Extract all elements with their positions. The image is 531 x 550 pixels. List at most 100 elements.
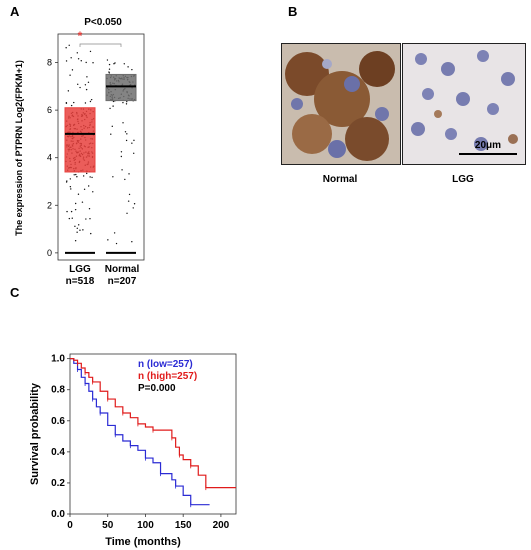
box-point — [74, 225, 76, 228]
box-point — [126, 100, 128, 103]
significance-star: * — [78, 29, 83, 43]
km-plot-frame — [69, 353, 237, 515]
box-point — [133, 203, 136, 205]
km-y-tick-label: 0.2 — [51, 478, 65, 489]
panel-c-label: C — [10, 285, 20, 300]
box-point — [131, 68, 133, 71]
km-y-axis-title: Survival probability — [29, 382, 41, 485]
group-n-normal: n=207 — [107, 276, 137, 287]
box-point — [65, 47, 67, 49]
box-point — [87, 81, 90, 83]
boxplot-chart: P<0.050 The expression of PTPRN Log2(FPK… — [14, 17, 145, 261]
km-x-tick-label: 200 — [213, 520, 230, 531]
box-point — [106, 59, 109, 61]
box-point — [124, 178, 126, 181]
box-point — [77, 193, 80, 195]
box-point — [108, 72, 111, 74]
box-point — [133, 152, 135, 154]
box-point — [87, 185, 90, 187]
box-point — [80, 60, 82, 62]
legend-pvalue: P=0.000 — [138, 383, 176, 394]
box-point — [86, 76, 88, 78]
box-point — [70, 210, 73, 213]
km-x-tick-label: 150 — [175, 520, 192, 531]
box-point — [127, 200, 130, 202]
box-point — [132, 207, 134, 209]
box-point — [133, 139, 135, 142]
km-curve-high — [70, 358, 236, 489]
box-point — [74, 208, 77, 211]
box-point — [92, 191, 94, 193]
box-point — [125, 103, 128, 105]
box-point — [85, 218, 87, 220]
box-point — [112, 105, 114, 107]
box-point — [121, 169, 123, 171]
box-point — [65, 102, 68, 104]
box-point — [88, 207, 91, 210]
km-y-tick-label: 0.6 — [51, 416, 65, 427]
box-point — [75, 173, 77, 176]
box-point — [131, 142, 133, 144]
box-point — [83, 188, 86, 190]
survival-chart: 0 50 100 150 200 0.0 0.2 0.4 0.6 0.8 1.0 Time (mon… — [29, 353, 237, 548]
pvalue-label: P<0.050 — [84, 17, 122, 28]
box-point — [89, 176, 91, 178]
box-point — [77, 58, 80, 60]
y-tick-label: 0 — [47, 248, 52, 258]
km-y-tick-label: 1.0 — [51, 354, 65, 365]
box-point — [84, 84, 87, 86]
km-x-tick-label: 0 — [67, 520, 73, 531]
box-point — [128, 193, 131, 196]
box-point — [89, 50, 92, 53]
box-point — [110, 133, 112, 135]
box-point — [89, 100, 92, 103]
box-point — [86, 172, 88, 175]
box-point — [76, 227, 78, 229]
box-point — [123, 63, 125, 65]
km-x-tick-label: 50 — [102, 520, 114, 531]
box-point — [70, 188, 72, 190]
panel-b-label: B — [288, 4, 298, 19]
ihc-caption-normal: Normal — [322, 174, 358, 185]
box-point — [107, 239, 109, 241]
box-point — [125, 139, 128, 142]
y-tick-label: 2 — [47, 200, 52, 210]
box-point — [71, 217, 73, 219]
y-axis-title: The expression of PTPRN Log2(FPKM+1) — [14, 60, 24, 236]
box-point — [126, 212, 128, 214]
box-point — [68, 44, 70, 46]
box-point — [82, 229, 84, 231]
box-point — [70, 104, 73, 107]
box-point — [109, 107, 111, 110]
box-point — [74, 202, 77, 205]
y-tick-label: 4 — [47, 153, 52, 163]
box-point — [77, 224, 80, 226]
ihc-image-normal — [281, 43, 401, 165]
box-point — [120, 151, 123, 153]
km-y-tick-label: 0.4 — [51, 447, 65, 458]
box-point — [127, 66, 129, 68]
box-point — [85, 61, 87, 64]
km-curve-low — [70, 358, 210, 506]
box-point — [92, 62, 94, 64]
box-point — [85, 88, 88, 91]
box-point — [131, 241, 133, 243]
box-point — [111, 125, 113, 128]
box-point — [112, 100, 115, 103]
box-point — [65, 60, 68, 62]
box-lgg — [64, 107, 96, 173]
legend-high: n (high=257) — [138, 371, 197, 382]
box-point — [82, 175, 85, 177]
box-point — [113, 63, 115, 65]
box-point — [89, 218, 91, 220]
ihc-image-lgg: 20μm — [402, 43, 526, 165]
group-label-normal: Normal — [104, 264, 140, 275]
box-point — [66, 180, 68, 182]
box-point — [79, 86, 81, 89]
ihc-caption-lgg: LGG — [452, 174, 474, 185]
box-point — [120, 155, 123, 158]
significance-bracket — [79, 43, 122, 47]
box-point — [90, 232, 92, 235]
plot-frame — [57, 33, 145, 261]
box-point — [76, 52, 79, 54]
